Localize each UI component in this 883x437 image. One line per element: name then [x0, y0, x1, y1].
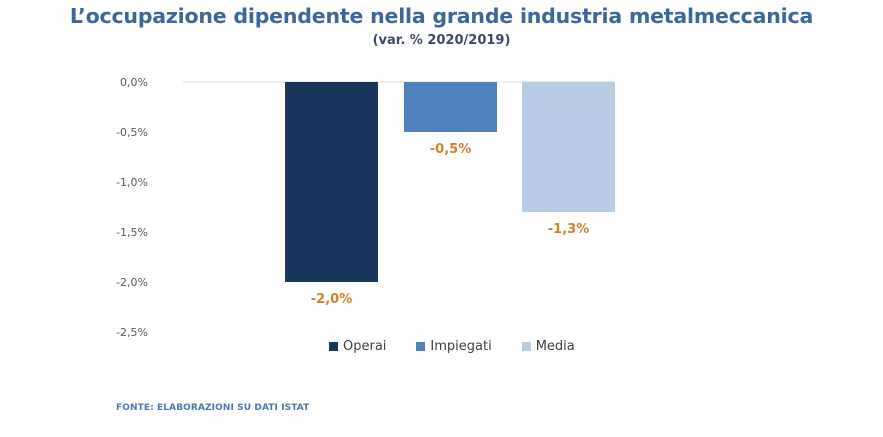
y-tick-label: -1,0%	[116, 176, 148, 189]
bar-media	[522, 82, 615, 212]
legend-swatch-media	[521, 342, 531, 351]
bars-group	[285, 82, 615, 282]
legend-swatch-operai	[329, 342, 338, 351]
source-note: FONTE: ELABORAZIONI SU DATI ISTAT	[116, 403, 310, 413]
y-tick-label: -0,5%	[116, 126, 148, 139]
legend-label-impiegati: Impiegati	[430, 339, 492, 354]
legend-item-operai: Operai	[329, 339, 386, 354]
data-label-impiegati: -0,5%	[430, 142, 471, 157]
data-label-media: -1,3%	[548, 222, 589, 237]
y-tick-label: -2,0%	[116, 276, 148, 289]
legend-label-media: Media	[535, 339, 575, 354]
legend-item-media: Media	[521, 339, 575, 354]
data-labels-group: -2,0% -0,5% -1,3%	[311, 142, 589, 307]
legend-item-impiegati: Impiegati	[416, 339, 492, 354]
legend-swatch-impiegati	[416, 342, 426, 351]
chart-title: L’occupazione dipendente nella grande in…	[69, 4, 814, 28]
y-axis: 0,0% -0,5% -1,0% -1,5% -2,0% -2,5%	[116, 76, 148, 339]
y-tick-label: 0,0%	[120, 76, 148, 89]
chart-subtitle: (var. % 2020/2019)	[372, 33, 511, 48]
y-tick-label: -2,5%	[116, 326, 148, 339]
legend-label-operai: Operai	[343, 339, 387, 354]
bar-impiegati	[404, 82, 497, 132]
data-label-operai: -2,0%	[311, 292, 352, 307]
bar-operai	[285, 82, 378, 282]
legend: Operai Impiegati Media	[329, 339, 605, 354]
y-tick-label: -1,5%	[116, 226, 148, 239]
